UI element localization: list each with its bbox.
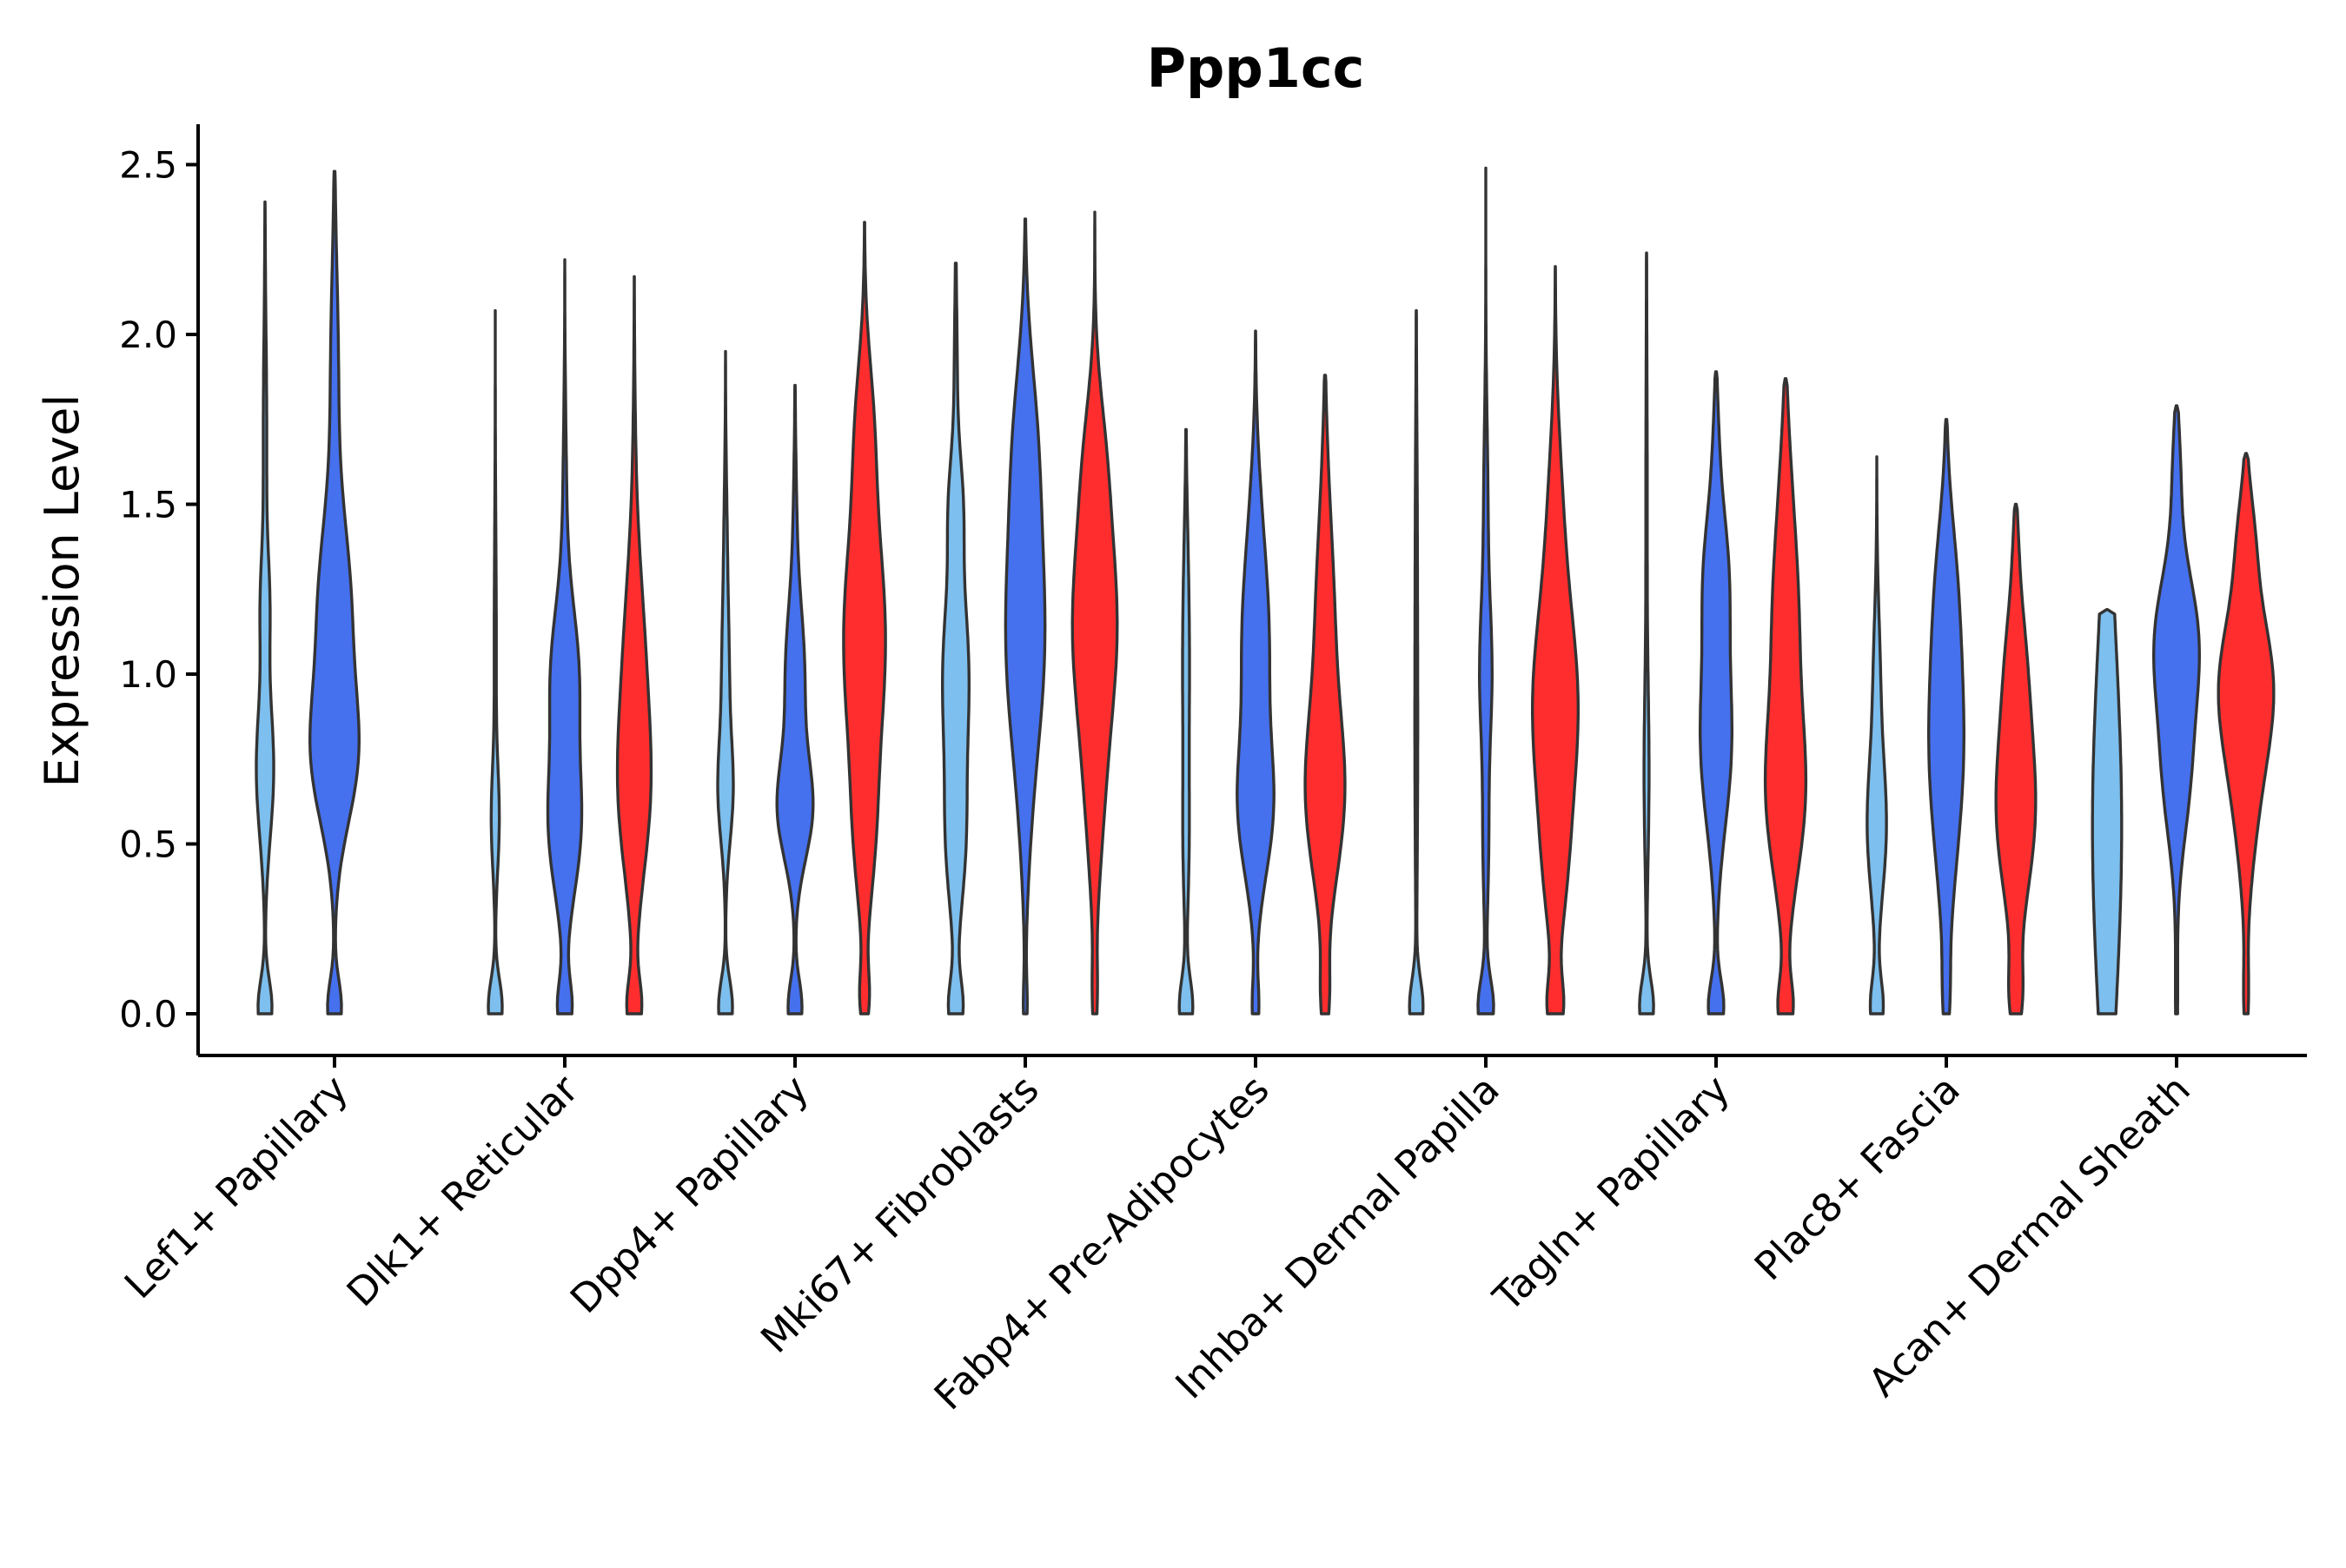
violin-3-mki67-fibroblasts (1070, 210, 1119, 1016)
y-tick-label: 1.0 (119, 653, 177, 696)
violin-3-inhba-dermal-papilla (1531, 265, 1580, 1016)
y-tick-label: 2.0 (119, 314, 177, 356)
violin-1-dpp4-papillary (716, 349, 735, 1016)
violin-2-fabp4-pre-adipocytes (1236, 329, 1276, 1016)
violin-3-dlk1-reticular (615, 275, 653, 1016)
violin-2-tagln-papillary (1699, 370, 1733, 1016)
chart-title: Ppp1cc (1147, 36, 1365, 100)
x-tick-label: Dlk1+ Reticular (338, 1066, 587, 1315)
violin-layer (255, 166, 2276, 1016)
violin-2-lef1-papillary (308, 169, 361, 1016)
violin-1-dlk1-reticular (487, 308, 504, 1016)
violin-3-tagln-papillary (1763, 377, 1808, 1016)
violin-2-inhba-dermal-papilla (1476, 166, 1495, 1016)
violin-2-acan-dermal-sheath (2152, 404, 2201, 1016)
violin-3-fabp4-pre-adipocytes (1303, 374, 1347, 1016)
violin-2-mki67-fibroblasts (1004, 217, 1047, 1016)
x-tick-label: Lef1+ Papillary (116, 1066, 357, 1307)
violin-1-tagln-papillary (1638, 251, 1655, 1016)
violin-1-acan-dermal-sheath (2091, 608, 2124, 1016)
violin-2-dpp4-papillary (775, 383, 815, 1016)
violin-3-dpp4-papillary (842, 221, 887, 1016)
violin-3-acan-dermal-sheath (2217, 452, 2276, 1016)
violin-2-dlk1-reticular (546, 258, 584, 1016)
y-tick-label: 2.5 (119, 144, 177, 187)
y-tick-label: 0.5 (119, 824, 177, 866)
violin-1-lef1-papillary (255, 200, 275, 1016)
violin-1-mki67-fibroblasts (941, 261, 971, 1016)
y-tick-label: 0.0 (119, 993, 177, 1035)
x-tick-label: Plac8+ Fascia (1746, 1066, 1969, 1289)
x-tick-label: Dpp4+ Papillary (561, 1066, 818, 1322)
violin-1-inhba-dermal-papilla (1408, 308, 1425, 1016)
x-tick-label: Tagln+ Papillary (1484, 1066, 1739, 1320)
y-tick-label: 1.5 (119, 484, 177, 526)
violin-1-plac8-fascia (1866, 455, 1888, 1016)
violin-3-plac8-fascia (1994, 502, 2038, 1016)
violin-1-fabp4-pre-adipocytes (1177, 427, 1195, 1016)
violin-2-plac8-fascia (1927, 418, 1965, 1016)
y-axis-label: Expression Level (35, 394, 89, 788)
